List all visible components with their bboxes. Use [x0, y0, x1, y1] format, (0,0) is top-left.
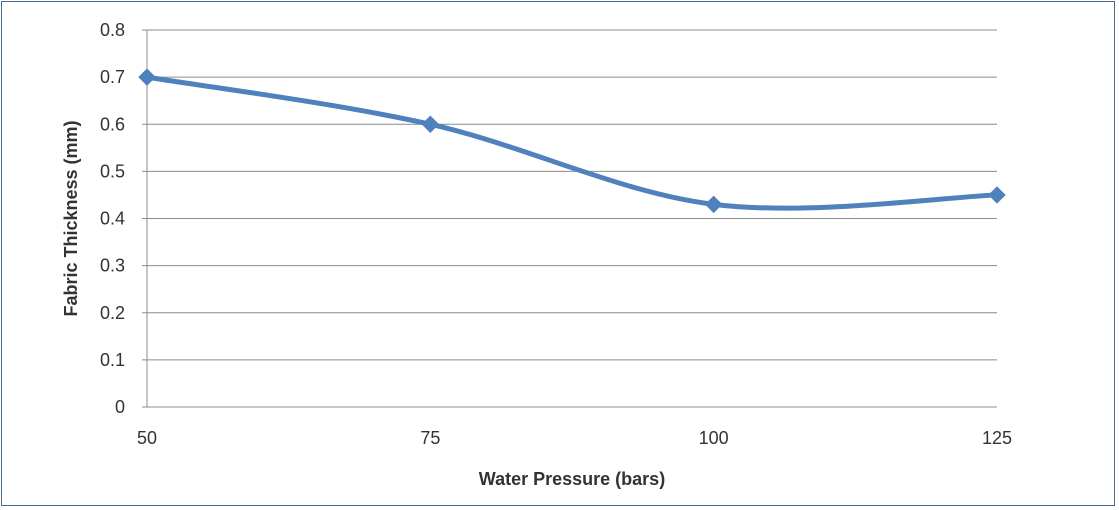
data-point-marker	[138, 68, 156, 86]
y-tick-label: 0.4	[100, 209, 125, 229]
series-line	[144, 74, 1000, 211]
x-axis-ticks: 50 75 100 125	[137, 428, 1012, 448]
y-tick-label: 0.3	[100, 256, 125, 276]
y-axis-ticks: 0 0.1 0.2 0.3 0.4 0.5 0.6 0.7 0.8	[100, 20, 125, 417]
x-tick-label: 75	[420, 428, 440, 448]
x-tick-label: 50	[137, 428, 157, 448]
x-tick-label: 125	[982, 428, 1012, 448]
y-tick-label: 0.6	[100, 114, 125, 134]
series-layer	[138, 68, 1006, 214]
y-tick-label: 0.2	[100, 303, 125, 323]
data-point-marker	[421, 115, 440, 133]
data-point-marker	[988, 186, 1006, 204]
y-tick-label: 0.7	[100, 67, 125, 87]
x-axis-title: Water Pressure (bars)	[479, 469, 665, 489]
x-tick-label: 100	[699, 428, 729, 448]
data-point-marker	[704, 195, 723, 214]
y-tick-label: 0	[115, 397, 125, 417]
y-tick-label: 0.8	[100, 20, 125, 40]
y-tick-label: 0.5	[100, 161, 125, 181]
grid-lines	[147, 29, 997, 361]
y-axis-title: Fabric Thickness (mm)	[61, 120, 81, 316]
y-tick-label: 0.1	[100, 350, 125, 370]
